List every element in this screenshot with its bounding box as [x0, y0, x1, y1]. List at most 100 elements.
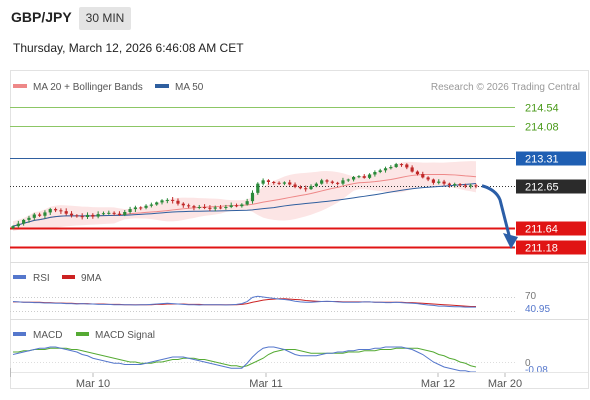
- projection-arrow-group: [481, 184, 518, 249]
- candle-body: [38, 214, 42, 216]
- candle-body: [256, 183, 260, 193]
- candle-body: [320, 180, 324, 184]
- candle-body: [458, 184, 462, 186]
- candle-body: [245, 201, 249, 205]
- candle-body: [378, 170, 382, 172]
- candle-body: [80, 216, 84, 218]
- rsi-ma-legend-swatch: [62, 275, 75, 279]
- symbol-title: GBP/JPY: [11, 9, 72, 25]
- candle-body: [453, 184, 457, 186]
- candle-body: [346, 179, 350, 181]
- candle-body: [181, 203, 185, 206]
- candle-body: [176, 200, 180, 204]
- candle-body: [43, 212, 47, 216]
- candle-body: [107, 212, 111, 214]
- candle-body: [32, 214, 36, 218]
- candle-body: [16, 223, 20, 227]
- bollinger-band-group: [13, 161, 476, 232]
- candle-body: [229, 205, 233, 207]
- candle-body: [48, 209, 52, 213]
- candle-body: [123, 212, 127, 215]
- candles-group: [11, 162, 478, 230]
- candle-body: [266, 180, 271, 182]
- candle-body: [101, 213, 106, 215]
- macd-lines-group: [12, 346, 477, 373]
- price-levels-group: [10, 107, 515, 249]
- candle-body: [155, 202, 159, 205]
- candle-body: [272, 182, 276, 183]
- level-label-box: [516, 151, 586, 166]
- candle-body: [463, 185, 467, 187]
- rsi-ma-legend-label: 9MA: [81, 273, 102, 284]
- macd-signal-legend-label: MACD Signal: [95, 330, 155, 341]
- candle-body: [352, 177, 356, 180]
- candle-body: [357, 176, 361, 178]
- macd-legend-swatch: [13, 332, 26, 336]
- level-label: 214.08: [525, 122, 559, 134]
- candle-body: [298, 187, 302, 189]
- candle-body: [75, 215, 79, 217]
- candle-body: [69, 213, 74, 216]
- candle-body: [362, 176, 366, 178]
- candle-body: [139, 207, 143, 209]
- candle-body: [405, 164, 409, 168]
- candle-body: [431, 179, 436, 183]
- candle-body: [117, 213, 122, 215]
- candle-body: [442, 181, 446, 184]
- bollinger-legend-label: MA 20 + Bollinger Bands: [33, 82, 143, 93]
- projection-arrow-line: [481, 184, 512, 240]
- candle-body: [53, 209, 58, 211]
- bollinger-band-area: [13, 161, 476, 232]
- candle-body: [224, 207, 228, 208]
- candle-body: [410, 167, 414, 172]
- candle-body: [250, 192, 255, 202]
- rsi-legend-label: RSI: [33, 273, 50, 284]
- candle-body: [282, 182, 287, 184]
- rsi-line: [12, 295, 476, 308]
- candle-body: [330, 181, 334, 183]
- rsi-current-label: 40.95: [525, 304, 550, 315]
- candle-body: [309, 186, 313, 190]
- candle-body: [22, 219, 26, 224]
- candle-body: [399, 164, 404, 166]
- candle-body: [437, 181, 441, 183]
- candle-body: [304, 188, 308, 190]
- level-label: 214.54: [525, 103, 559, 115]
- candle-body: [469, 185, 473, 187]
- time-label: Mar 12: [421, 378, 455, 390]
- macd-signal-legend-swatch: [76, 332, 89, 336]
- candle-body: [171, 199, 175, 201]
- bollinger-legend-swatch: [13, 84, 27, 88]
- candle-body: [389, 167, 393, 169]
- ma50-line: [12, 183, 477, 227]
- candle-body: [373, 172, 377, 175]
- macd-zero-label: 0: [525, 358, 531, 369]
- macd-legend-label: MACD: [33, 330, 62, 341]
- level-label-box: [516, 179, 586, 194]
- candle-body: [64, 211, 68, 214]
- candle-body: [11, 226, 15, 229]
- rsi-legend-swatch: [13, 275, 26, 279]
- copyright-note: Research © 2026 Trading Central: [431, 82, 580, 93]
- macd-line: [12, 346, 476, 373]
- rsi-lines-group: [12, 295, 476, 308]
- candle-body: [112, 212, 116, 214]
- level-label-box: [516, 240, 586, 255]
- candle-body: [234, 205, 239, 207]
- candle-body: [447, 183, 451, 185]
- candle-body: [165, 199, 169, 201]
- candle-body: [218, 207, 223, 209]
- time-label: Mar 10: [76, 378, 110, 390]
- candle-body: [314, 183, 318, 187]
- candle-body: [197, 207, 201, 208]
- timeframe-button[interactable]: 30 MIN: [79, 7, 131, 30]
- candle-body: [160, 200, 164, 203]
- candle-body: [336, 182, 340, 184]
- candle-body: [27, 217, 31, 220]
- candle-body: [261, 180, 265, 184]
- candle-body: [277, 182, 281, 184]
- price-labels-group: 214.54 214.08 213.31 212.65 211.64 211.18: [516, 103, 586, 255]
- level-label: 211.18: [525, 243, 558, 255]
- candle-body: [240, 204, 244, 207]
- candle-body: [85, 214, 90, 217]
